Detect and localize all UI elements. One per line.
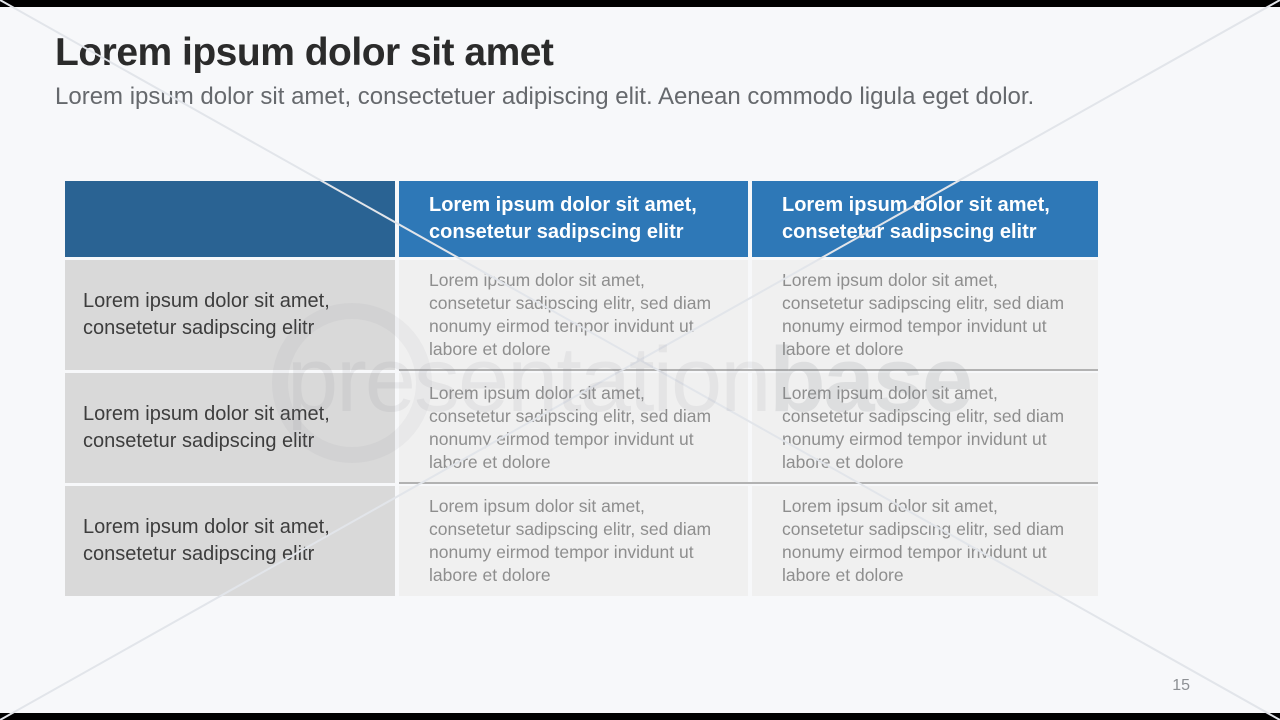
data-cell: Lorem ipsum dolor sit amet, consetetur s… (752, 260, 1098, 370)
row-label-cell: Lorem ipsum dolor sit amet, consetetur s… (65, 373, 395, 483)
comparison-table: Lorem ipsum dolor sit amet, consetetur s… (65, 181, 1098, 596)
bottom-letterbox-bar (0, 713, 1280, 720)
data-cell: Lorem ipsum dolor sit amet, consetetur s… (399, 486, 748, 596)
header-cell-empty (65, 181, 395, 257)
row-separator-line (399, 482, 1098, 484)
data-cell: Lorem ipsum dolor sit amet, consetetur s… (752, 373, 1098, 483)
page-subtitle: Lorem ipsum dolor sit amet, consectetuer… (55, 83, 1035, 110)
data-cell: Lorem ipsum dolor sit amet, consetetur s… (399, 373, 748, 483)
table-grid: Lorem ipsum dolor sit amet, consetetur s… (65, 181, 1098, 596)
header-cell-col2: Lorem ipsum dolor sit amet, consetetur s… (399, 181, 748, 257)
page-number: 15 (1172, 677, 1190, 694)
row-label-cell: Lorem ipsum dolor sit amet, consetetur s… (65, 486, 395, 596)
data-cell: Lorem ipsum dolor sit amet, consetetur s… (752, 486, 1098, 596)
data-cell: Lorem ipsum dolor sit amet, consetetur s… (399, 260, 748, 370)
header-cell-col3: Lorem ipsum dolor sit amet, consetetur s… (752, 181, 1098, 257)
row-separator-line (399, 369, 1098, 371)
row-label-cell: Lorem ipsum dolor sit amet, consetetur s… (65, 260, 395, 370)
top-letterbox-bar (0, 0, 1280, 7)
page-title: Lorem ipsum dolor sit amet (55, 31, 554, 74)
